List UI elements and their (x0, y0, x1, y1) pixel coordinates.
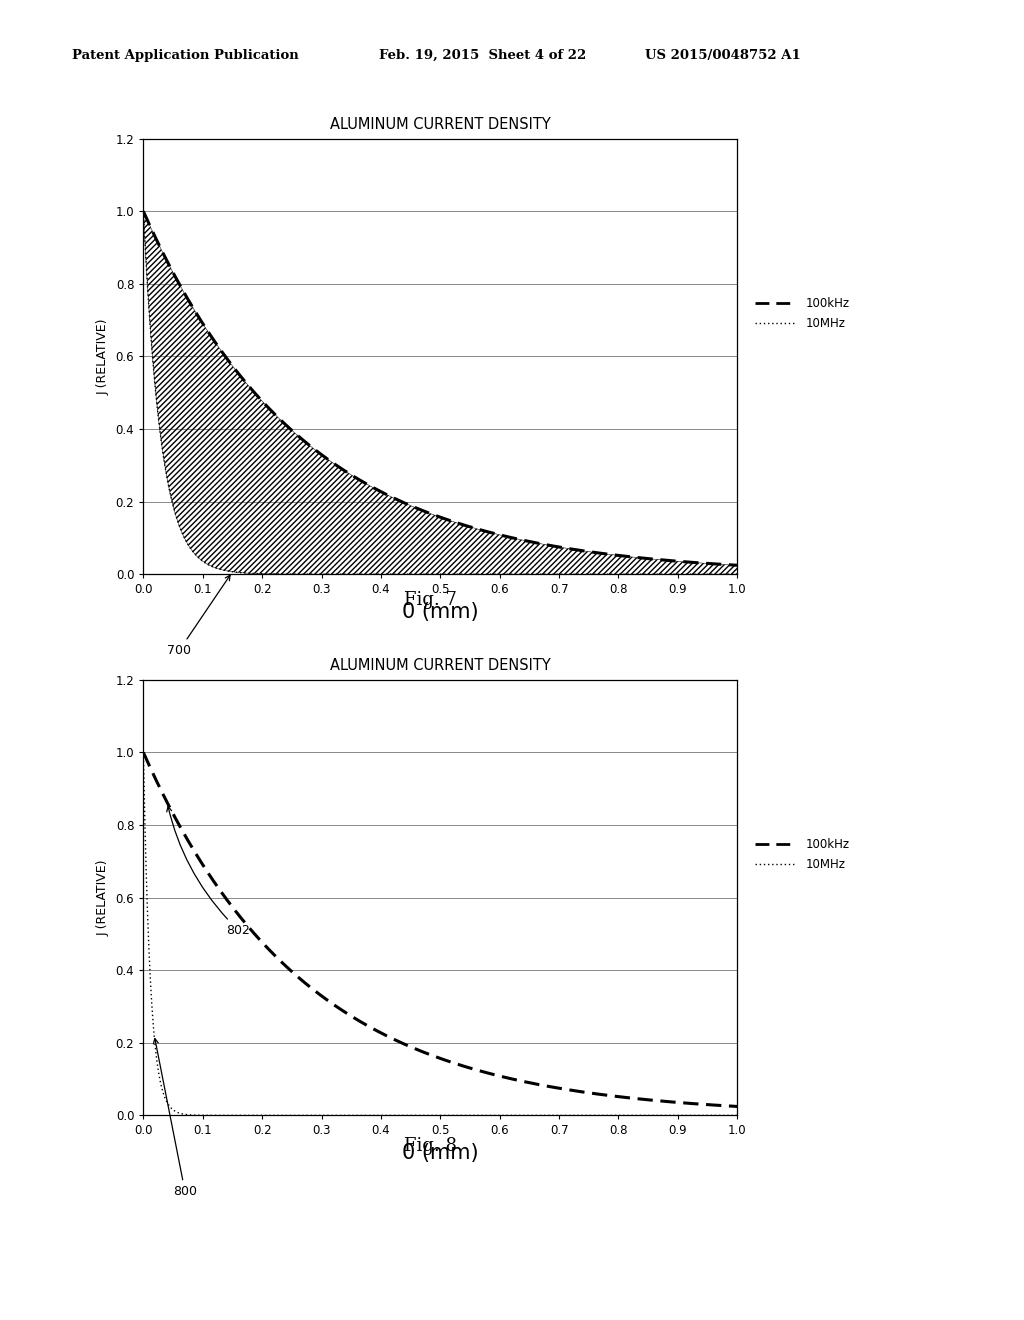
Text: Fig. 7: Fig. 7 (403, 590, 457, 609)
Text: US 2015/0048752 A1: US 2015/0048752 A1 (645, 49, 801, 62)
Text: 802: 802 (167, 807, 251, 937)
Y-axis label: J (RELATIVE): J (RELATIVE) (97, 318, 110, 395)
X-axis label: 0 (mm): 0 (mm) (402, 602, 478, 622)
Text: 700: 700 (167, 576, 230, 657)
X-axis label: 0 (mm): 0 (mm) (402, 1143, 478, 1163)
Text: Feb. 19, 2015  Sheet 4 of 22: Feb. 19, 2015 Sheet 4 of 22 (379, 49, 586, 62)
Text: Patent Application Publication: Patent Application Publication (72, 49, 298, 62)
Legend: 100kHz, 10MHz: 100kHz, 10MHz (755, 297, 850, 330)
Text: Fig. 8: Fig. 8 (403, 1137, 457, 1155)
Title: ALUMINUM CURRENT DENSITY: ALUMINUM CURRENT DENSITY (330, 659, 551, 673)
Text: 800: 800 (154, 1039, 197, 1199)
Title: ALUMINUM CURRENT DENSITY: ALUMINUM CURRENT DENSITY (330, 117, 551, 132)
Y-axis label: J (RELATIVE): J (RELATIVE) (97, 859, 110, 936)
Legend: 100kHz, 10MHz: 100kHz, 10MHz (755, 838, 850, 871)
